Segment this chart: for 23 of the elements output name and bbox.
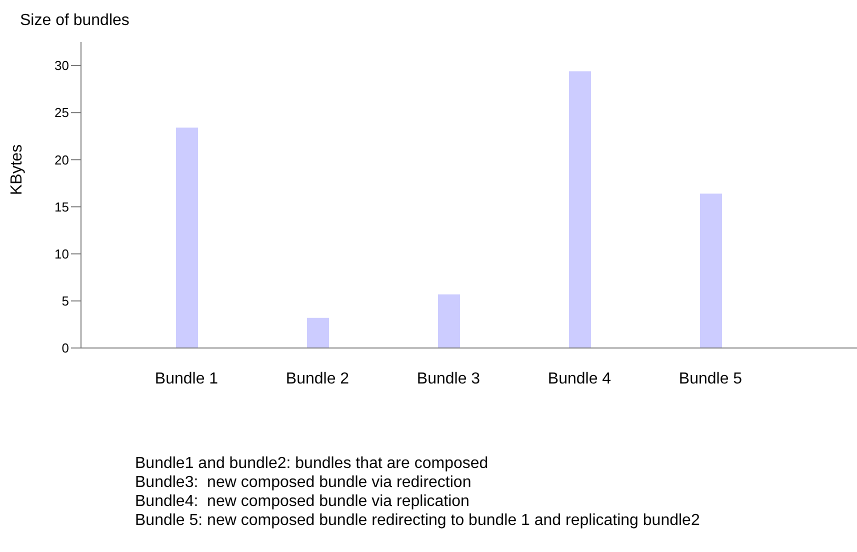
bar — [176, 128, 198, 348]
x-tick-label: Bundle 3 — [416, 370, 480, 388]
bar — [700, 194, 722, 348]
bar — [438, 294, 460, 348]
y-tick-label: 20 — [54, 152, 69, 168]
y-tick-label: 25 — [54, 105, 69, 120]
y-tick-label: 5 — [62, 294, 69, 309]
y-tick-label: 15 — [54, 199, 69, 214]
text: Bundle 5: new composed bundle redirecting to bundle 1 and replicating bundle2 — [135, 511, 700, 530]
x-tick-label: Bundle 2 — [286, 370, 350, 388]
text: Bundle4: new composed bundle via replication — [135, 492, 470, 511]
y-axis-title: KBytes — [8, 144, 26, 195]
y-tick-label: 10 — [54, 246, 69, 262]
x-tick-label: Bundle 5 — [678, 370, 742, 388]
y-tick-label: 30 — [54, 58, 69, 74]
text: Bundle3: new composed bundle via redirection — [135, 473, 472, 492]
bar — [569, 71, 591, 348]
chart-title: Size of bundles — [20, 12, 130, 30]
text: Bundle1 and bundle2: bundles that are composed — [135, 454, 490, 473]
x-tick-label: Bundle 1 — [154, 370, 218, 388]
x-tick-label: Bundle 4 — [548, 370, 612, 388]
bar — [307, 318, 329, 348]
y-tick-label: 0 — [62, 340, 69, 356]
